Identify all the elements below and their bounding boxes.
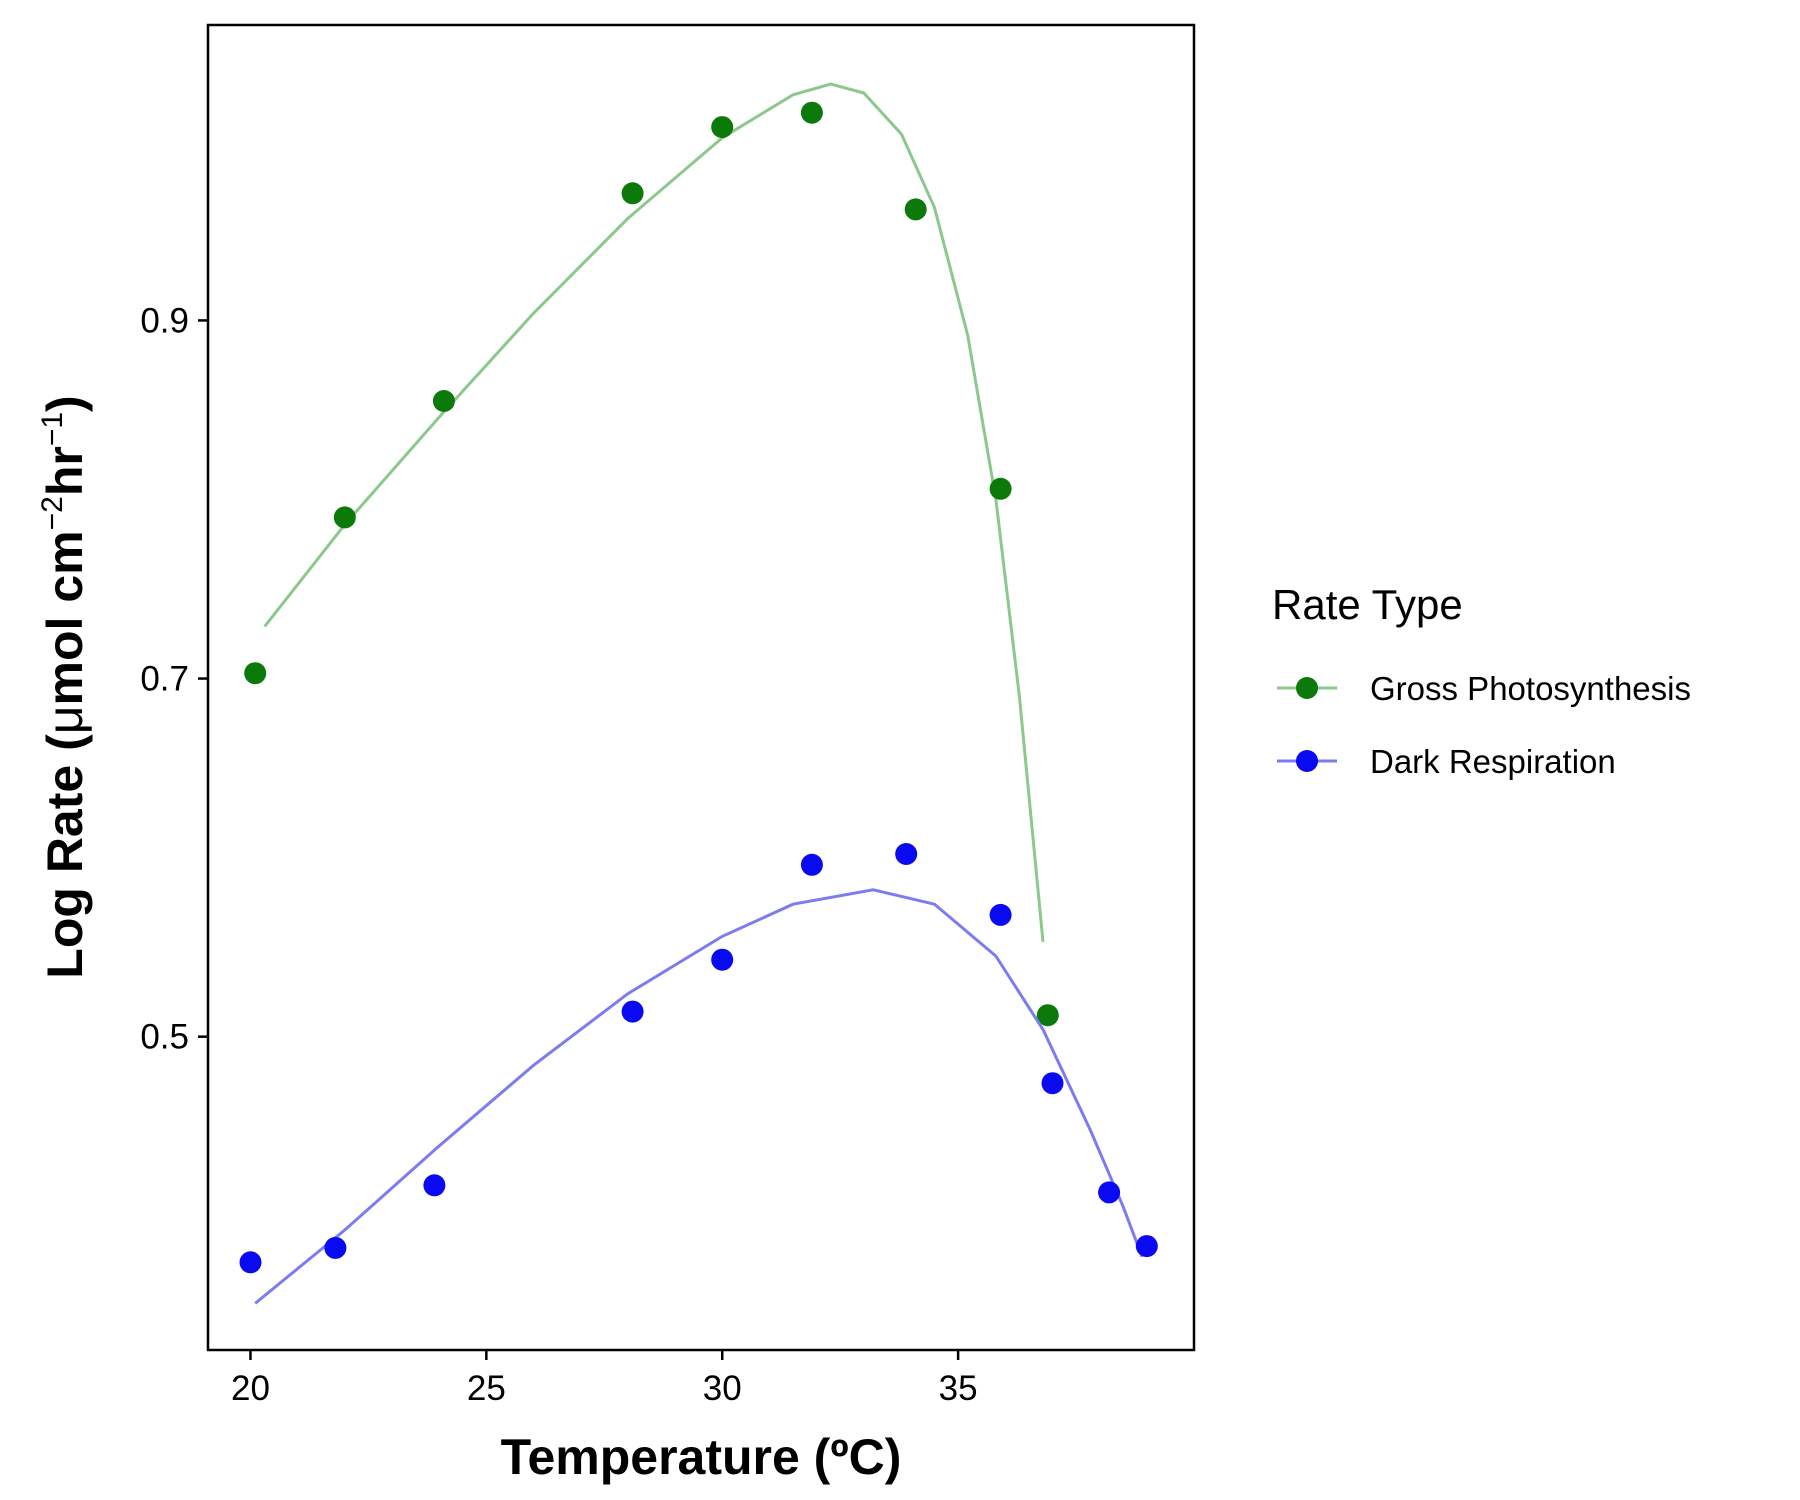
plot-area bbox=[239, 82, 1158, 1305]
x-axis-title: Temperature (ºC) bbox=[501, 1429, 902, 1485]
point-dark-respiration-1 bbox=[239, 1251, 262, 1274]
y-tick-label-0-7: 0.7 bbox=[140, 660, 189, 699]
axes: 20 25 30 35 0.5 0.7 0.9 bbox=[140, 301, 977, 1408]
y-axis-title-mu: μ bbox=[37, 705, 93, 734]
series-gross-photosynthesis bbox=[244, 82, 1059, 1027]
point-dark-respiration-9 bbox=[1041, 1072, 1064, 1095]
legend-key-marker-gross-photosynthesis bbox=[1296, 677, 1318, 699]
legend-item-gross-photosynthesis: Gross Photosynthesis bbox=[1277, 670, 1691, 707]
fit-line-gross-photosynthesis bbox=[263, 82, 1045, 942]
y-axis-title: Log Rate (μmol cm−2hr−1) bbox=[36, 395, 93, 978]
plot-frame bbox=[206, 23, 1196, 1352]
legend-label-gross-photosynthesis: Gross Photosynthesis bbox=[1370, 670, 1691, 707]
legend: Rate Type Gross Photosynthesis Dark Resp… bbox=[1272, 581, 1691, 780]
y-axis-title-unit: mol cm bbox=[37, 530, 93, 705]
x-tick-label-25: 25 bbox=[467, 1369, 506, 1408]
point-gross-photosynthesis-5 bbox=[711, 116, 734, 139]
point-gross-photosynthesis-4 bbox=[621, 182, 644, 205]
legend-title: Rate Type bbox=[1272, 581, 1463, 628]
y-axis-title-suffix: ) bbox=[37, 395, 93, 412]
y-tick-label-0-5: 0.5 bbox=[140, 1018, 189, 1057]
point-dark-respiration-6 bbox=[800, 853, 823, 876]
fit-line-dark-respiration bbox=[254, 888, 1144, 1305]
point-dark-respiration-10 bbox=[1098, 1181, 1121, 1204]
point-dark-respiration-8 bbox=[989, 903, 1012, 926]
point-gross-photosynthesis-2 bbox=[333, 506, 356, 529]
point-gross-photosynthesis-1 bbox=[244, 662, 267, 685]
y-axis-title-prefix: Log Rate ( bbox=[37, 734, 93, 979]
point-dark-respiration-7 bbox=[895, 843, 918, 865]
point-dark-respiration-11 bbox=[1135, 1235, 1158, 1258]
y-axis-title-exp-cm: −2 bbox=[36, 496, 69, 530]
y-axis-title-exp-hr: −1 bbox=[36, 412, 69, 446]
point-gross-photosynthesis-3 bbox=[432, 390, 455, 412]
y-axis-title-hr: hr bbox=[37, 446, 93, 496]
x-tick-label-35: 35 bbox=[939, 1369, 978, 1408]
point-dark-respiration-2 bbox=[324, 1236, 347, 1259]
y-tick-label-0-9: 0.9 bbox=[140, 301, 189, 340]
point-dark-respiration-5 bbox=[711, 948, 734, 971]
point-gross-photosynthesis-9 bbox=[1036, 1004, 1059, 1027]
x-tick-label-20: 20 bbox=[231, 1369, 270, 1408]
series-dark-respiration bbox=[239, 843, 1158, 1305]
point-gross-photosynthesis-7 bbox=[904, 198, 927, 221]
legend-label-dark-respiration: Dark Respiration bbox=[1370, 743, 1616, 780]
x-tick-label-30: 30 bbox=[703, 1369, 742, 1408]
legend-item-dark-respiration: Dark Respiration bbox=[1277, 743, 1616, 780]
legend-key-marker-dark-respiration bbox=[1296, 750, 1318, 772]
point-dark-respiration-4 bbox=[621, 1000, 644, 1023]
point-gross-photosynthesis-8 bbox=[989, 477, 1012, 500]
point-gross-photosynthesis-6 bbox=[800, 101, 823, 124]
point-dark-respiration-3 bbox=[423, 1174, 446, 1197]
